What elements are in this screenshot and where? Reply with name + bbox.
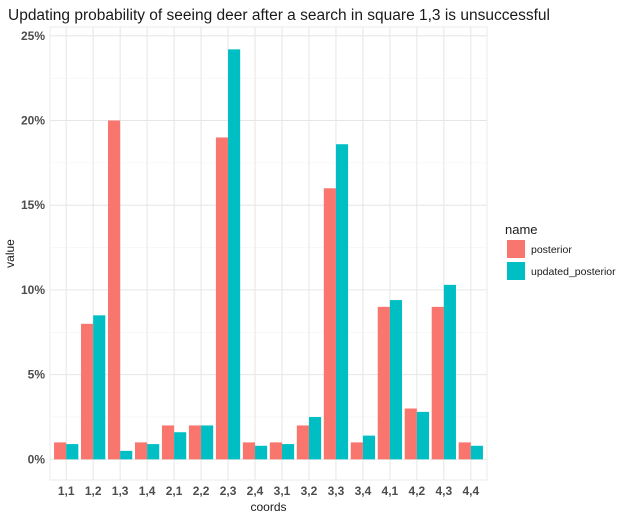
bar-posterior-2-4 [242, 442, 256, 460]
bar-updated_posterior-4-4 [470, 445, 483, 460]
bar-updated_posterior-3-1 [281, 444, 295, 460]
bar-posterior-4-1 [377, 306, 390, 460]
bars-group [54, 49, 483, 460]
legend-swatch-posterior [507, 240, 525, 258]
x-tick-label: 1,4 [139, 484, 156, 498]
bar-posterior-1-2 [81, 323, 94, 460]
bar-posterior-3-2 [296, 425, 309, 460]
x-tick-label: 2,3 [220, 484, 237, 498]
plot-panel [49, 26, 488, 481]
x-axis-ticks: 1,1 1,2 1,3 1,4 2,1 2,2 2,3 2,4 3,1 3,2 3,3 3,4 4,1 4… [58, 484, 480, 498]
x-tick-label: 4,4 [462, 484, 479, 498]
x-tick-label: 1,2 [85, 484, 102, 498]
bar-updated_posterior-2-1 [174, 432, 187, 460]
bar-updated_posterior-3-3 [335, 144, 349, 460]
bar-updated_posterior-1-2 [93, 315, 106, 460]
legend-label-updated_posterior: updated_posterior [531, 266, 616, 278]
y-tick-label: 15% [21, 198, 45, 212]
x-tick-label: 2,2 [193, 484, 210, 498]
bar-posterior-2-2 [188, 425, 202, 460]
y-axis-ticks: 0% 5% 10% 15% 20% 25% [21, 29, 45, 467]
bar-updated_posterior-2-3 [228, 49, 241, 460]
legend: name posterior updated_posterior [505, 222, 616, 280]
legend-title: name [505, 222, 538, 237]
bar-posterior-4-4 [458, 442, 471, 460]
bar-posterior-4-3 [431, 306, 444, 460]
y-axis-label: value [3, 239, 17, 268]
x-tick-label: 3,2 [301, 484, 318, 498]
bar-posterior-2-3 [215, 137, 229, 460]
bar-updated_posterior-2-2 [201, 425, 214, 460]
bar-posterior-3-4 [350, 442, 363, 460]
x-tick-label: 3,1 [274, 484, 291, 498]
bar-posterior-4-2 [404, 408, 417, 460]
bar-updated_posterior-4-1 [389, 300, 403, 460]
x-axis-label: coords [250, 500, 286, 514]
x-tick-label: 4,3 [435, 484, 452, 498]
bar-updated_posterior-4-2 [416, 411, 430, 460]
bar-updated_posterior-3-4 [362, 435, 376, 460]
bar-updated_posterior-1-3 [120, 450, 133, 460]
bar-posterior-3-3 [323, 188, 336, 460]
x-tick-label: 2,4 [247, 484, 264, 498]
bar-updated_posterior-1-4 [147, 444, 160, 460]
y-tick-label: 10% [21, 283, 45, 297]
x-tick-label: 1,1 [58, 484, 75, 498]
bar-posterior-2-1 [161, 425, 175, 460]
chart-title: Updating probability of seeing deer afte… [8, 7, 550, 24]
legend-label-posterior: posterior [531, 244, 572, 256]
bar-posterior-1-1 [54, 442, 67, 460]
bar-updated_posterior-2-4 [255, 445, 268, 460]
y-tick-label: 20% [21, 114, 45, 128]
legend-swatch-updated_posterior [507, 262, 525, 280]
x-tick-label: 2,1 [166, 484, 183, 498]
x-tick-label: 3,3 [328, 484, 345, 498]
bar-posterior-1-4 [134, 442, 148, 460]
y-tick-label: 0% [28, 452, 46, 466]
bar-updated_posterior-1-1 [66, 444, 79, 460]
y-tick-label: 5% [28, 368, 46, 382]
bar-posterior-3-1 [269, 442, 282, 460]
bar-updated_posterior-4-3 [443, 284, 456, 460]
bar-updated_posterior-3-2 [308, 416, 322, 460]
x-tick-label: 3,4 [355, 484, 372, 498]
y-tick-label: 25% [21, 29, 45, 43]
x-tick-label: 4,2 [409, 484, 426, 498]
x-tick-label: 4,1 [382, 484, 399, 498]
x-tick-label: 1,3 [112, 484, 129, 498]
bar-posterior-1-3 [107, 120, 121, 460]
